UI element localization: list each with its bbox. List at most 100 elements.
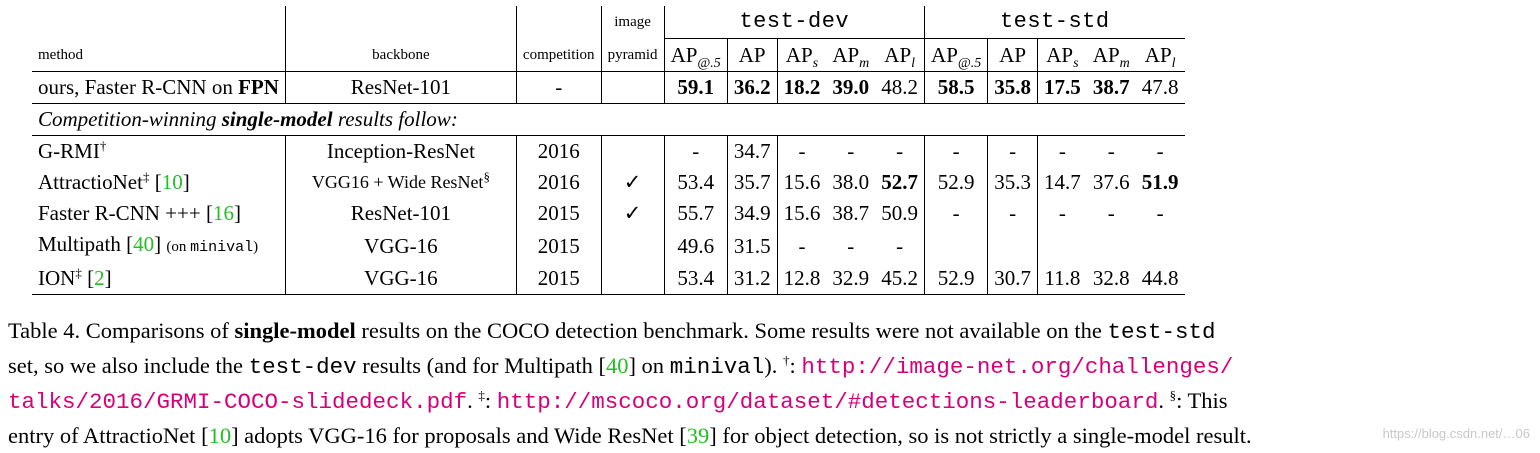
url-link[interactable]: http://image-net.org/challenges/ [801, 354, 1234, 380]
caption-line-1: Table 4. Comparisons of single-model res… [8, 318, 1216, 345]
value-cell: - [1037, 198, 1087, 229]
backbone-header: backbone [285, 38, 517, 72]
value-cell: 50.9 [875, 198, 926, 229]
competition-cell: - [516, 71, 602, 104]
pyramid-cell [601, 135, 665, 167]
citation-link[interactable]: 39 [686, 423, 710, 448]
value-cell: - [847, 139, 855, 163]
metric-header: AP@.5 [924, 38, 988, 72]
method-cell: G-RMI† [32, 135, 286, 167]
value-cell: 12.8 [776, 263, 827, 295]
value-cell: - [847, 233, 855, 258]
section-note-row: Competition-winning single-model results… [32, 103, 1185, 136]
metric-header: APs [1037, 38, 1087, 72]
backbone-cell: VGG-16 [285, 229, 517, 263]
value-cell: 39.0 [826, 71, 876, 104]
competition-cell: 2015 [516, 263, 602, 295]
competition-header: competition [516, 38, 602, 72]
competition-cell: 2016 [516, 135, 602, 167]
metric-header: APm [1086, 38, 1136, 72]
table-caption: Table 4. Comparisons of single-model res… [8, 314, 1532, 453]
results-table: image test-dev test-std method backbone … [32, 6, 1185, 295]
value-cell: 36.2 [726, 71, 778, 104]
value-cell: - [952, 201, 960, 225]
backbone-cell: ResNet-101 [285, 71, 517, 104]
method-cell: Multipath [40] (on minival) [32, 229, 286, 263]
table-row: ION‡ [2] VGG-16 2015 53.4 31.2 12.8 32.9 45.2 52… [32, 263, 1185, 295]
ours-row: ours, Faster R-CNN on FPN ResNet-101 - 5… [32, 71, 1185, 104]
value-cell: - [1037, 135, 1087, 167]
table-row: G-RMI† Inception-ResNet 2016-34.7- - - - - - - - [32, 135, 1185, 167]
value-cell: 14.7 [1037, 167, 1087, 198]
method-cell: ours, Faster R-CNN on FPN [32, 71, 286, 104]
value-cell: 34.7 [726, 135, 778, 167]
header-row-1: image test-dev test-std [32, 6, 1185, 39]
watermark: https://blog.csdn.net/…06 [1382, 426, 1530, 441]
pyramid-cell: ✓ [601, 167, 665, 198]
value-cell: 34.9 [726, 198, 778, 229]
header-row-2: method backbone competition pyramid AP@.… [32, 38, 1185, 72]
citation-link[interactable]: 16 [212, 201, 234, 225]
value-cell: 51.9 [1141, 170, 1179, 194]
value-cell: 53.4 [664, 263, 728, 295]
metric-header: APs [776, 38, 827, 72]
value-cell: - [952, 139, 960, 163]
value-cell: - [1107, 201, 1115, 225]
value-cell: 38.7 [832, 201, 870, 225]
value-cell: 15.6 [776, 198, 827, 229]
metric-header: APl [1135, 38, 1185, 72]
value-cell: 31.5 [726, 229, 778, 263]
backbone-cell: VGG16 + Wide ResNet§ [285, 167, 517, 198]
backbone-cell: ResNet-101 [285, 198, 517, 229]
image-header: image [601, 6, 665, 39]
value-cell: - [1156, 201, 1164, 225]
metric-header: AP@.5 [664, 38, 728, 72]
pyramid-cell [601, 263, 665, 295]
test-std-header: test-std [999, 9, 1110, 34]
value-cell: 11.8 [1037, 263, 1087, 295]
value-cell: - [692, 139, 700, 163]
test-dev-header: test-dev [664, 6, 926, 39]
value-cell: 49.6 [677, 233, 715, 258]
citation-link[interactable]: 40 [133, 232, 155, 256]
citation-link[interactable]: 10 [161, 170, 183, 194]
value-cell: 35.3 [987, 167, 1038, 198]
value-cell [925, 229, 988, 263]
value-cell: 59.1 [664, 71, 728, 104]
method-header: method [32, 38, 286, 72]
value-cell: 37.6 [1092, 170, 1130, 194]
value-cell: 35.8 [987, 71, 1038, 104]
value-cell: 52.9 [924, 263, 988, 295]
table-row: Multipath [40] (on minival) VGG-16 2015 49.… [32, 229, 1185, 263]
value-cell: 38.7 [1086, 71, 1136, 104]
competition-cell: 2016 [516, 167, 602, 198]
metric-header: APl [875, 38, 926, 72]
method-cell: AttractioNet‡ [10] [32, 167, 286, 198]
metric-header: AP [726, 38, 778, 72]
citation-link[interactable]: 2 [94, 266, 105, 290]
url-link[interactable]: http://mscoco.org/dataset/#detections-le… [496, 389, 1159, 415]
value-cell: - [776, 229, 827, 263]
value-cell [987, 229, 1038, 263]
value-cell: 47.8 [1135, 71, 1185, 104]
value-cell: 32.9 [826, 263, 876, 295]
value-cell: 48.2 [875, 71, 926, 104]
value-cell: 31.2 [726, 263, 778, 295]
citation-link[interactable]: 40 [605, 353, 629, 378]
method-cell: ION‡ [2] [32, 263, 286, 295]
value-cell: 44.8 [1135, 263, 1185, 295]
pyramid-cell [601, 71, 665, 104]
value-cell: - [1107, 139, 1115, 163]
citation-link[interactable]: 10 [208, 423, 232, 448]
caption-line-3: talks/2016/GRMI-COCO-slidedeck.pdf. ‡: h… [8, 387, 1228, 415]
value-cell: - [987, 135, 1038, 167]
value-cell: 52.7 [875, 167, 926, 198]
value-cell: 45.2 [875, 263, 926, 295]
method-cell: Faster R-CNN +++ [16] [32, 198, 286, 229]
backbone-cell: VGG-16 [285, 263, 517, 295]
value-cell: 38.0 [832, 170, 870, 194]
section-note: Competition-winning single-model results… [32, 103, 1185, 136]
url-link[interactable]: talks/2016/GRMI-COCO-slidedeck.pdf [8, 389, 468, 415]
backbone-cell: Inception-ResNet [285, 135, 517, 167]
value-cell [1087, 229, 1136, 263]
